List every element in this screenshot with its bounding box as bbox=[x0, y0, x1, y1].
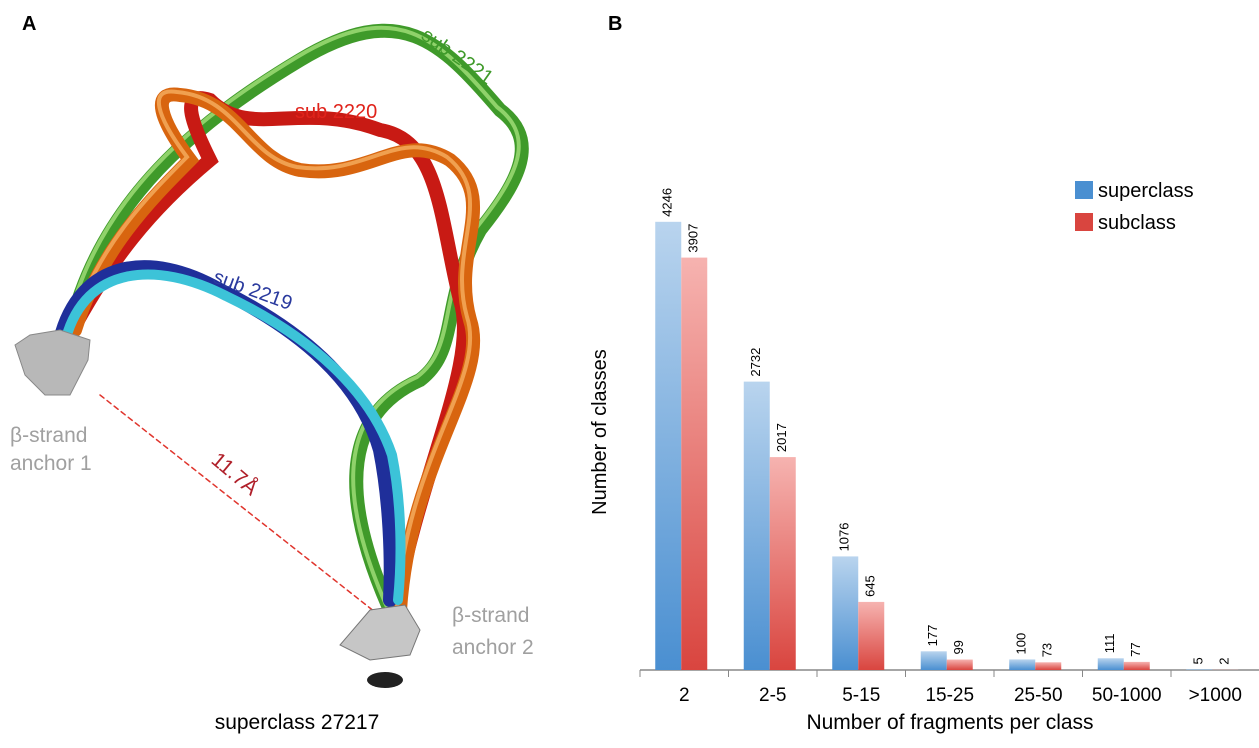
value-label: 2732 bbox=[748, 348, 763, 377]
legend-label: superclass bbox=[1098, 180, 1194, 202]
bar bbox=[832, 556, 858, 670]
annotation: anchor 1 bbox=[10, 452, 92, 475]
bar bbox=[947, 660, 973, 670]
bar bbox=[858, 602, 884, 670]
value-label: 5 bbox=[1191, 657, 1206, 664]
value-label: 4246 bbox=[660, 188, 675, 217]
annotation: β-strand bbox=[452, 604, 529, 627]
bar bbox=[1035, 662, 1061, 670]
x-tick-label: 5-15 bbox=[842, 685, 880, 706]
value-label: 645 bbox=[863, 575, 878, 597]
annotation: sub 2221 bbox=[417, 24, 497, 89]
annotation: anchor 2 bbox=[452, 636, 534, 659]
annotation: sub 2220 bbox=[295, 101, 377, 123]
bar bbox=[681, 258, 707, 670]
panel-label: A bbox=[22, 13, 36, 35]
panel-label: B bbox=[608, 13, 622, 35]
value-label: 77 bbox=[1128, 642, 1143, 656]
annotation: β-strand bbox=[10, 424, 87, 447]
bar bbox=[1186, 669, 1212, 670]
annotation: 11.7Å bbox=[207, 448, 263, 500]
value-label: 100 bbox=[1014, 633, 1029, 655]
y-axis-label: Number of classes bbox=[589, 349, 611, 515]
value-label: 3907 bbox=[686, 224, 701, 253]
x-tick-label: 2 bbox=[679, 685, 690, 706]
x-tick-label: 2-5 bbox=[759, 685, 786, 706]
legend-swatch bbox=[1075, 213, 1093, 231]
x-axis-label: Number of fragments per class bbox=[806, 711, 1093, 734]
bar bbox=[1009, 659, 1035, 670]
bar bbox=[655, 222, 681, 670]
legend-label: subclass bbox=[1098, 212, 1176, 234]
bar bbox=[921, 651, 947, 670]
value-label: 111 bbox=[1102, 634, 1117, 654]
bar bbox=[770, 457, 796, 670]
bar bbox=[744, 382, 770, 670]
x-tick-label: >1000 bbox=[1189, 685, 1242, 706]
bar bbox=[1124, 662, 1150, 670]
x-tick-label: 50-1000 bbox=[1092, 685, 1162, 706]
value-label: 2 bbox=[1217, 658, 1232, 665]
value-label: 99 bbox=[951, 640, 966, 654]
value-label: 177 bbox=[925, 625, 940, 647]
legend-swatch bbox=[1075, 181, 1093, 199]
x-tick-label: 25-50 bbox=[1014, 685, 1063, 706]
x-tick-label: 15-25 bbox=[925, 685, 974, 706]
value-label: 2017 bbox=[774, 423, 789, 452]
tube-illustration bbox=[15, 28, 522, 688]
value-label: 73 bbox=[1040, 643, 1055, 657]
value-label: 1076 bbox=[837, 523, 852, 552]
bar bbox=[1098, 658, 1124, 670]
caption: superclass 27217 bbox=[215, 711, 380, 734]
